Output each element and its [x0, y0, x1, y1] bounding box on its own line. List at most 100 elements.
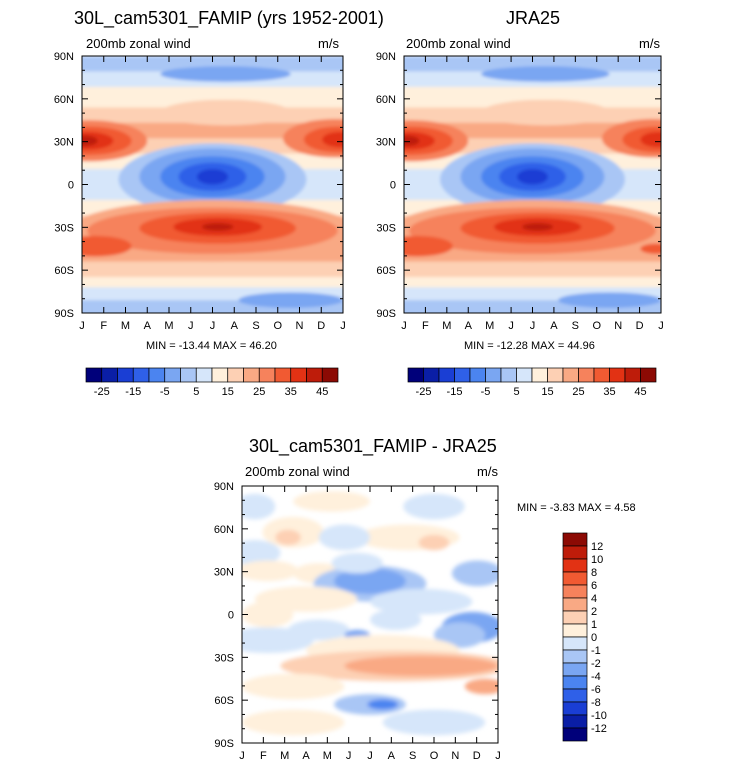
- right-xtick-label: J: [508, 320, 514, 332]
- bottom-xtick-label: A: [302, 750, 310, 762]
- diff-colorbar-label: -12: [591, 723, 607, 735]
- right-colorbar-box: [531, 367, 548, 383]
- left-xtick-label: S: [252, 320, 259, 332]
- diff-blob: [242, 560, 299, 582]
- bottom-xtick-label: F: [260, 750, 267, 762]
- left-xtick-label: M: [121, 320, 130, 332]
- right-colorbar-box: [500, 367, 517, 383]
- right-colorbar-box: [624, 367, 641, 383]
- nh-jet-max: [82, 135, 98, 146]
- right-xtick-label: N: [614, 320, 622, 332]
- diff-colorbar-box: [562, 623, 588, 638]
- diff-colorbar-box: [562, 584, 588, 599]
- polar-north: [160, 66, 291, 82]
- contour-band: [404, 261, 661, 279]
- left-colorbar-box: [85, 367, 103, 383]
- left-colorbar-box: [274, 367, 292, 383]
- bottom-xtick-label: O: [430, 750, 439, 762]
- diff-colorbar-box: [562, 558, 588, 573]
- diff-colorbar-box: [562, 662, 588, 677]
- diff-blob: [242, 493, 276, 520]
- diff-blob: [370, 588, 473, 615]
- diff-colorbar-box: [562, 597, 588, 612]
- left-xtick-label: J: [79, 320, 85, 332]
- left-ytick-label: 60N: [54, 94, 74, 106]
- bottom-xtick-label: J: [367, 750, 373, 762]
- left-colorbar-box: [321, 367, 339, 383]
- diff-blob: [242, 709, 345, 736]
- right-ytick-label: 90N: [376, 51, 396, 63]
- left-colorbar-box: [290, 367, 307, 383]
- diff-colorbar-label: -4: [591, 671, 601, 683]
- bottom-xtick-label: J: [346, 750, 352, 762]
- left-colorbar: -25 -15 -5 5 15 25 35 45: [85, 367, 339, 398]
- left-xtick-label: A: [231, 320, 239, 332]
- sh-jet-core: [202, 223, 234, 231]
- diff-blob: [367, 699, 399, 710]
- left-colorbar-box: [117, 367, 134, 383]
- clim-contours: [82, 56, 343, 313]
- left-panel-plot: [82, 56, 343, 313]
- diff-colorbar-box: [562, 714, 588, 729]
- left-xtick-label: J: [188, 320, 194, 332]
- left-colorbar-box: [243, 367, 260, 383]
- bottom-xtick-label: A: [388, 750, 396, 762]
- right-colorbar-label: 15: [541, 386, 553, 398]
- diff-colorbar-label: 12: [591, 541, 603, 553]
- right-xtick-label: J: [530, 320, 536, 332]
- diff-colorbar-label: -2: [591, 658, 601, 670]
- right-colorbar-box: [454, 367, 471, 383]
- bottom-axes: J F M A M J J A S O N D J 90N 60N 30N 0 30S 60S 90S: [214, 481, 501, 762]
- left-colorbar-box: [227, 367, 244, 383]
- left-panel-minmax: MIN = -13.44 MAX = 46.20: [146, 340, 277, 352]
- right-colorbar-box: [438, 367, 455, 383]
- left-xtick-label: D: [317, 320, 325, 332]
- right-panel-subtitle: 200mb zonal wind: [406, 36, 511, 51]
- diff-colorbar-box: [562, 688, 588, 703]
- sh-jet-core: [522, 223, 554, 231]
- bottom-xtick-label: S: [409, 750, 416, 762]
- contour-band: [404, 122, 661, 140]
- diff-colorbar-box: [562, 532, 588, 547]
- right-xtick-label: O: [592, 320, 601, 332]
- bottom-panel-units: m/s: [477, 464, 498, 479]
- diff-contours: [242, 491, 498, 736]
- right-xtick-label: J: [658, 320, 664, 332]
- right-colorbar-label: 45: [634, 386, 646, 398]
- sh-jet-east: [640, 243, 661, 254]
- bottom-panel-title: 30L_cam5301_FAMIP - JRA25: [249, 436, 497, 456]
- left-panel-units: m/s: [318, 36, 339, 51]
- diff-blob: [293, 491, 370, 512]
- right-colorbar-label: 25: [572, 386, 584, 398]
- diff-blob: [275, 529, 301, 546]
- polar-north: [481, 66, 610, 82]
- right-colorbar-box: [562, 367, 579, 383]
- right-colorbar-label: -5: [481, 386, 491, 398]
- diff-blob: [331, 552, 383, 574]
- sh-jet-west: [404, 235, 453, 257]
- right-colorbar-label: -25: [416, 386, 432, 398]
- right-colorbar-box: [640, 367, 657, 383]
- contour-band: [404, 86, 661, 109]
- diff-blob: [451, 560, 498, 587]
- left-xtick-label: M: [164, 320, 173, 332]
- right-colorbar-label: 35: [603, 386, 615, 398]
- bottom-xtick-label: J: [239, 750, 245, 762]
- right-panel-minmax: MIN = -12.28 MAX = 44.96: [464, 340, 595, 352]
- nh-summer-jet: [481, 99, 610, 126]
- diff-colorbar-label: -6: [591, 684, 601, 696]
- right-ytick-label: 30N: [376, 137, 396, 149]
- diff-blob: [464, 678, 498, 695]
- diff-colorbar-label: 0: [591, 632, 597, 644]
- diff-blob: [334, 568, 406, 594]
- contour-band: [82, 86, 343, 109]
- right-colorbar-label: 5: [513, 386, 519, 398]
- contour-band: [82, 277, 343, 289]
- diff-colorbar-box: [562, 545, 588, 560]
- diff-blob: [418, 534, 450, 551]
- bottom-ytick-label: 0: [228, 610, 234, 622]
- right-ytick-label: 0: [390, 180, 396, 192]
